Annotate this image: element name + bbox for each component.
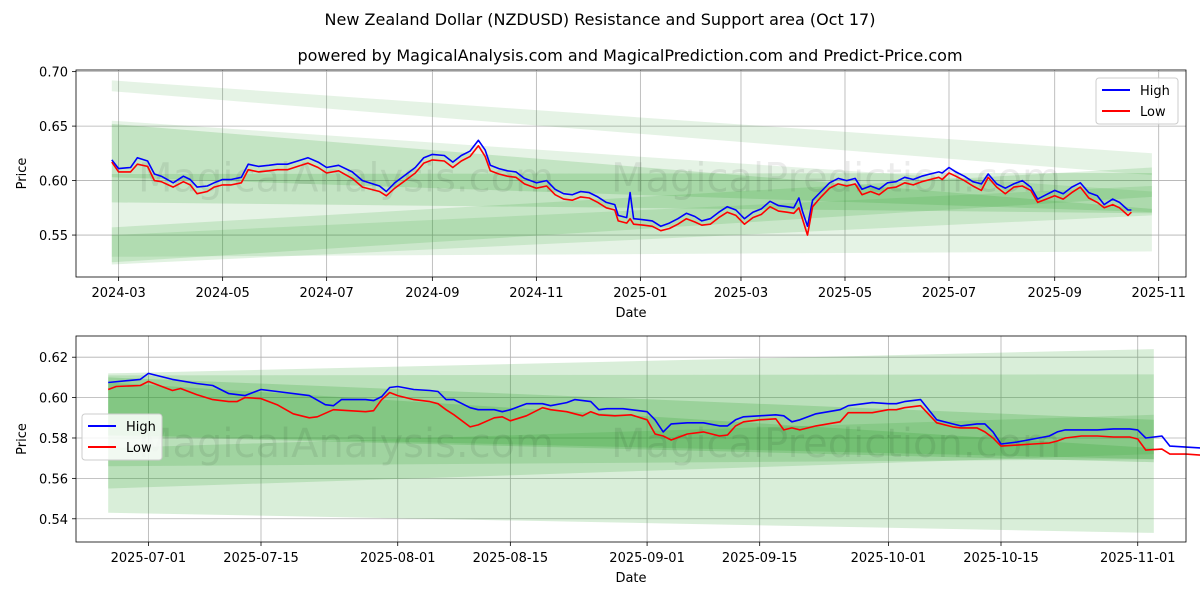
y-tick-label: 0.54	[39, 513, 68, 528]
price-band-4	[108, 382, 1154, 460]
x-tick-label: 2024-05	[195, 286, 249, 301]
legend-label-high: High	[1140, 84, 1170, 99]
x-tick-label: 2025-08-15	[473, 551, 549, 566]
watermark-left: MagicalAnalysis.com	[138, 421, 554, 467]
x-tick-label: 2025-07	[922, 286, 976, 301]
y-tick-label: 0.65	[39, 120, 68, 135]
price-band-1	[111, 80, 1152, 176]
legend-label-low: Low	[1140, 105, 1166, 120]
legend: High Low	[81, 413, 163, 461]
price-band-2	[111, 120, 1152, 257]
x-tick-label: 2025-10-01	[851, 551, 927, 566]
x-tick-label: 2025-07-15	[223, 551, 299, 566]
x-tick-label: 2025-11	[1132, 286, 1186, 301]
y-tick-label: 0.60	[39, 392, 68, 407]
x-tick-label: 2025-08-01	[360, 551, 436, 566]
x-axis-label: Date	[615, 306, 646, 321]
series-line-low	[107, 380, 1200, 456]
legend-label-high: High	[126, 420, 156, 435]
y-axis-label: Price	[15, 158, 30, 190]
resistance-support-bands	[108, 349, 1154, 533]
chart-title: New Zealand Dollar (NZDUSD) Resistance a…	[325, 10, 876, 29]
bottom-chart-panel: MagicalAnalysis.com MagicalPrediction.com…	[15, 335, 1200, 586]
price-band-5	[111, 167, 1152, 263]
price-band-5	[108, 414, 1154, 467]
watermark-left: MagicalAnalysis.com	[138, 156, 554, 202]
x-tick-label: 2025-10-15	[963, 551, 1039, 566]
price-band-1	[108, 349, 1154, 533]
x-tick-label: 2025-01	[613, 286, 667, 301]
x-tick-label: 2024-11	[509, 286, 563, 301]
y-tick-label: 0.62	[39, 351, 68, 366]
price-band-6	[111, 186, 1152, 265]
x-tick-label: 2025-11-01	[1100, 551, 1176, 566]
watermark-right: MagicalPrediction.com	[611, 421, 1061, 467]
y-tick-label: 0.56	[39, 472, 68, 487]
x-tick-label: 2024-03	[91, 286, 145, 301]
x-tick-label: 2025-09	[1028, 286, 1082, 301]
top-chart-panel: MagicalAnalysis.com MagicalPrediction.com…	[15, 66, 1187, 321]
series-line-high	[111, 139, 1132, 228]
x-tick-label: 2025-03	[714, 286, 768, 301]
series-line-high	[108, 372, 1200, 449]
axes-frame	[75, 69, 1187, 278]
axes-frame	[75, 335, 1187, 543]
x-tick-label: 2025-09-15	[722, 551, 798, 566]
grid	[76, 336, 1186, 542]
legend-label-low: Low	[126, 441, 152, 456]
grid	[76, 70, 1186, 277]
x-tick-label: 2024-07	[299, 286, 353, 301]
x-tick-label: 2025-07-01	[111, 551, 187, 566]
series-line-low	[111, 144, 1132, 236]
x-tick-label: 2024-09	[405, 286, 459, 301]
price-band-3	[108, 377, 1154, 463]
y-tick-label: 0.70	[39, 66, 68, 81]
y-tick-label: 0.60	[39, 175, 68, 190]
x-axis-label: Date	[615, 571, 646, 586]
price-band-3	[111, 123, 1152, 213]
legend: High Low	[1095, 77, 1179, 125]
x-tick-label: 2025-09-01	[609, 551, 685, 566]
y-axis-label: Price	[15, 423, 30, 455]
x-tick-label: 2025-05	[818, 286, 872, 301]
y-tick-label: 0.55	[39, 229, 68, 244]
y-tick-label: 0.58	[39, 432, 68, 447]
chart-subtitle: powered by MagicalAnalysis.com and Magic…	[297, 46, 962, 65]
